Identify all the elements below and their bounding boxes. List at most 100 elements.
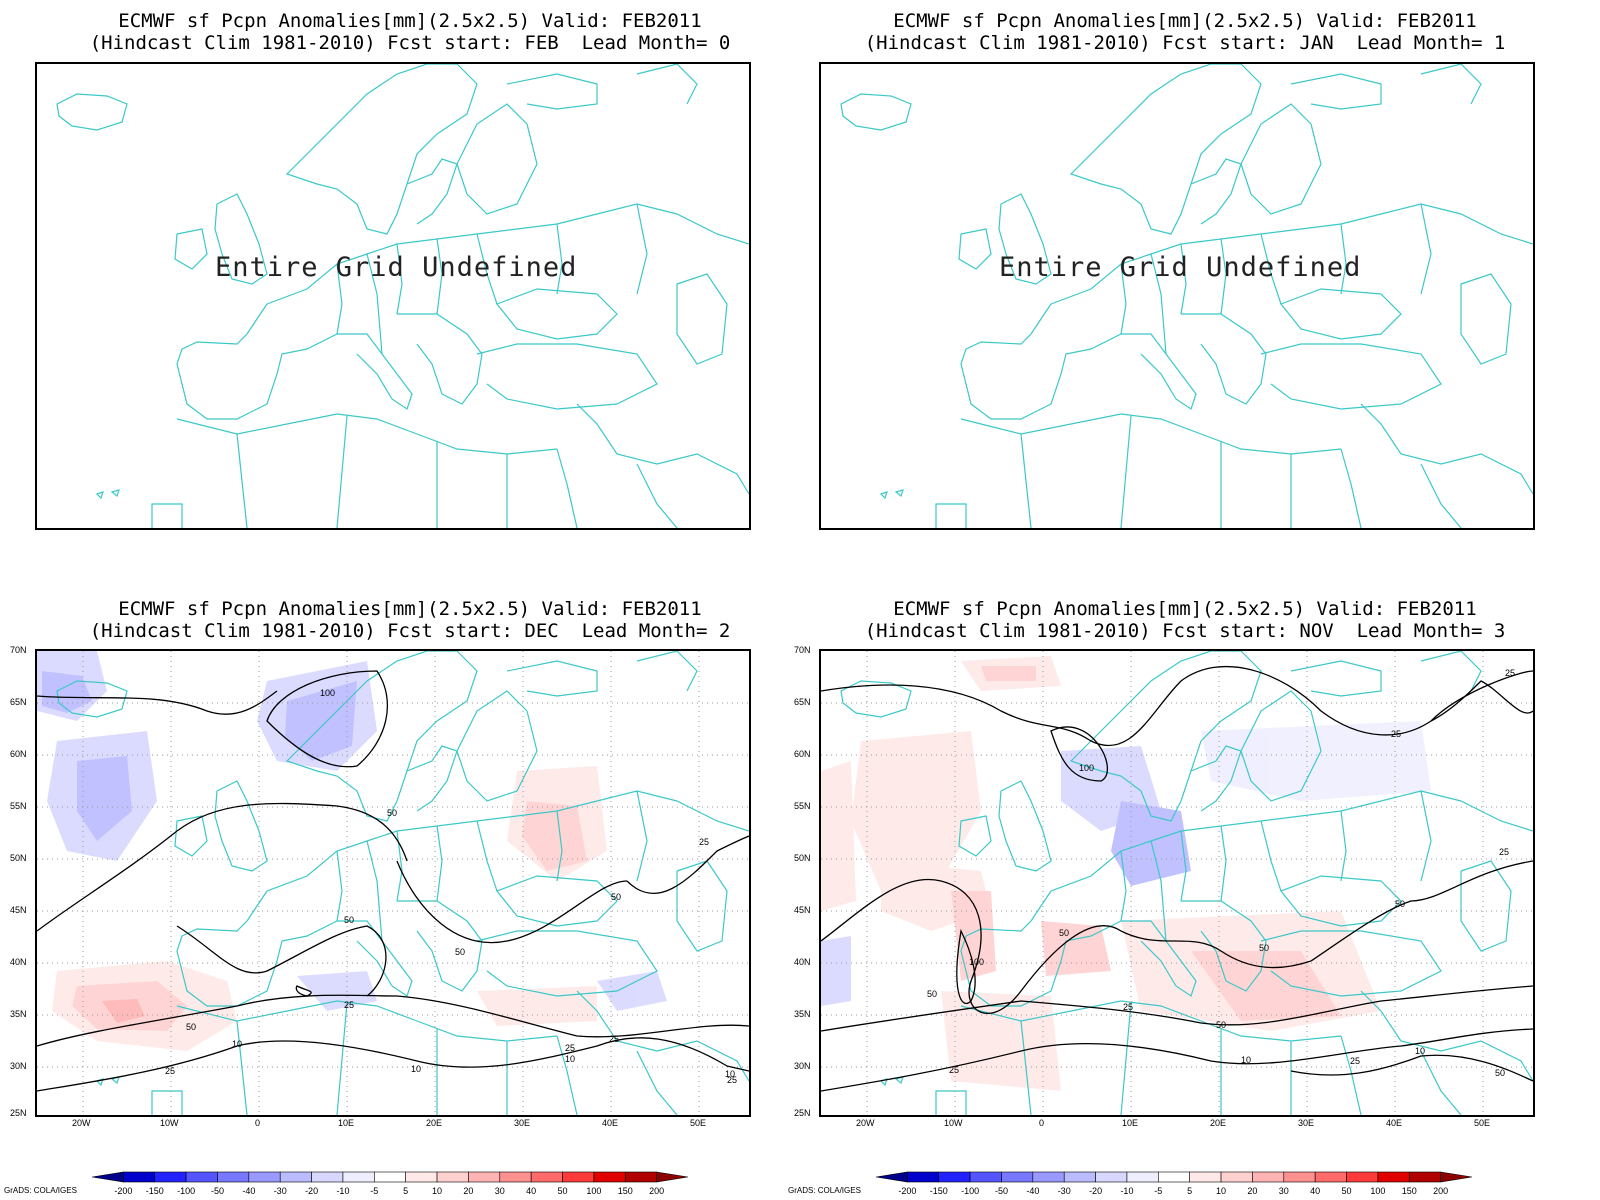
p4-lon-10w: 10W bbox=[944, 1118, 963, 1128]
colorbar-swatch bbox=[217, 1171, 250, 1183]
p4-lat-60n: 60N bbox=[794, 749, 811, 759]
colorbar-swatch bbox=[1252, 1171, 1285, 1183]
colorbar-swatch bbox=[248, 1171, 281, 1183]
colorbar-tick-label: 10 bbox=[1216, 1186, 1226, 1196]
colorbar-tick-label: 10 bbox=[432, 1186, 442, 1196]
p3-lon-50e: 50E bbox=[690, 1118, 707, 1128]
p4-lon-10e: 10E bbox=[1122, 1118, 1139, 1128]
colorbar-swatch bbox=[1346, 1171, 1379, 1183]
colorbar-swatch bbox=[907, 1171, 940, 1183]
colorbar-tick-label: -200 bbox=[898, 1186, 916, 1196]
svg-text:50: 50 bbox=[186, 1022, 196, 1032]
colorbar-tick-label: -40 bbox=[1026, 1186, 1039, 1196]
colorbar-tick-label: 100 bbox=[586, 1186, 601, 1196]
colorbar-tick-label: -50 bbox=[995, 1186, 1008, 1196]
colorbar-swatch bbox=[1283, 1171, 1316, 1183]
svg-text:25: 25 bbox=[1499, 847, 1509, 857]
panel-1-title-line2: (Hindcast Clim 1981-2010) Fcst start: FE… bbox=[89, 32, 731, 54]
colorbar-tick-label: -20 bbox=[1089, 1186, 1102, 1196]
colorbar-swatch bbox=[342, 1171, 375, 1183]
p4-lat-45n: 45N bbox=[794, 905, 811, 915]
svg-text:10: 10 bbox=[411, 1064, 421, 1074]
colorbar-tick-label: 150 bbox=[1402, 1186, 1417, 1196]
colorbar-tick-label: -100 bbox=[961, 1186, 979, 1196]
svg-text:25: 25 bbox=[165, 1066, 175, 1076]
colorbar-swatch bbox=[1126, 1171, 1159, 1183]
p4-lon-40e: 40E bbox=[1386, 1118, 1403, 1128]
panel-3-contours bbox=[37, 670, 749, 1092]
p3-lat-60n: 60N bbox=[10, 749, 27, 759]
panel-4-title-line1: ECMWF sf Pcpn Anomalies[mm](2.5x2.5) Val… bbox=[893, 598, 1477, 620]
colorbar-swatch bbox=[593, 1171, 626, 1183]
colorbar-swatch bbox=[875, 1171, 908, 1183]
p3-lat-45n: 45N bbox=[10, 905, 27, 915]
colorbar-swatch bbox=[530, 1171, 563, 1183]
svg-text:25: 25 bbox=[1123, 1002, 1133, 1012]
svg-text:100: 100 bbox=[320, 688, 335, 698]
colorbar-tick-label: -10 bbox=[336, 1186, 349, 1196]
svg-text:10: 10 bbox=[232, 1039, 242, 1049]
colorbar-tick-label: -150 bbox=[146, 1186, 164, 1196]
colorbar-tick-label: 200 bbox=[1433, 1186, 1448, 1196]
p4-lat-40n: 40N bbox=[794, 957, 811, 967]
colorbar-tick-label: -30 bbox=[1058, 1186, 1071, 1196]
panel-1-undefined-message: Entire Grid Undefined bbox=[215, 252, 578, 283]
svg-text:10: 10 bbox=[1241, 1055, 1251, 1065]
colorbar-swatch bbox=[405, 1171, 438, 1183]
panel-4-anomaly-field: 25 25 100 50 50 50 100 50 25 50 25 10 10… bbox=[821, 651, 1533, 1115]
colorbar-tick-label: -40 bbox=[242, 1186, 255, 1196]
colorbar-swatch bbox=[1158, 1171, 1190, 1183]
svg-text:25: 25 bbox=[344, 1000, 354, 1010]
svg-text:50: 50 bbox=[1216, 1020, 1226, 1030]
colorbar-right: -200 -150 -100 -50 -40 -30 -20 -10 -5 5 10 20 30 40 50… bbox=[875, 1171, 1473, 1196]
grads-credit-right: GrADS: COLA/IGES bbox=[788, 1186, 861, 1195]
svg-text:10: 10 bbox=[565, 1054, 575, 1064]
colorbar-swatch bbox=[938, 1171, 971, 1183]
colorbar-tick-label: -50 bbox=[211, 1186, 224, 1196]
panel-4-map: 25 25 100 50 50 50 100 50 25 50 25 10 10… bbox=[819, 649, 1535, 1117]
colorbar-swatch bbox=[969, 1171, 1002, 1183]
colorbar-swatch bbox=[436, 1171, 469, 1183]
svg-text:25: 25 bbox=[609, 1034, 619, 1044]
grads-credit-left: GrADS: COLA/IGES bbox=[4, 1186, 77, 1195]
p3-lat-70n: 70N bbox=[10, 645, 27, 655]
svg-text:50: 50 bbox=[455, 947, 465, 957]
panel-4-title-line2: (Hindcast Clim 1981-2010) Fcst start: NO… bbox=[864, 620, 1506, 642]
panel-1-title-line1: ECMWF sf Pcpn Anomalies[mm](2.5x2.5) Val… bbox=[118, 10, 702, 32]
colorbar-tick-label: 50 bbox=[558, 1186, 568, 1196]
p4-lon-20e: 20E bbox=[1210, 1118, 1227, 1128]
colorbar-swatch bbox=[624, 1171, 657, 1183]
colorbar-swatch bbox=[1440, 1171, 1473, 1183]
svg-text:50: 50 bbox=[1395, 899, 1405, 909]
colorbar-swatch bbox=[1377, 1171, 1410, 1183]
colorbar-swatch bbox=[154, 1171, 187, 1183]
colorbar-tick-label: -20 bbox=[305, 1186, 318, 1196]
panel-3-gridlines bbox=[37, 651, 749, 1115]
colorbar-tick-label: -5 bbox=[1154, 1186, 1162, 1196]
p4-lon-50e: 50E bbox=[1474, 1118, 1491, 1128]
svg-text:25: 25 bbox=[727, 1075, 737, 1085]
svg-text:50: 50 bbox=[387, 808, 397, 818]
colorbar-tick-label: -10 bbox=[1120, 1186, 1133, 1196]
colorbar-tick-label: 5 bbox=[1187, 1186, 1192, 1196]
colorbar-swatch bbox=[1189, 1171, 1222, 1183]
panel-3-title-line2: (Hindcast Clim 1981-2010) Fcst start: DE… bbox=[89, 620, 731, 642]
colorbar-swatch bbox=[123, 1171, 156, 1183]
svg-text:10: 10 bbox=[1415, 1046, 1425, 1056]
svg-text:25: 25 bbox=[565, 1043, 575, 1053]
colorbar-tick-label: -150 bbox=[930, 1186, 948, 1196]
svg-text:100: 100 bbox=[1079, 763, 1094, 773]
colorbar-swatch bbox=[279, 1171, 312, 1183]
colorbar-swatch bbox=[311, 1171, 344, 1183]
p4-lat-55n: 55N bbox=[794, 801, 811, 811]
colorbar-swatch bbox=[1063, 1171, 1096, 1183]
p3-lat-65n: 65N bbox=[10, 697, 27, 707]
colorbar-swatch bbox=[468, 1171, 501, 1183]
p3-lon-20e: 20E bbox=[426, 1118, 443, 1128]
colorbar-swatch bbox=[499, 1171, 532, 1183]
p4-lon-20w: 20W bbox=[856, 1118, 875, 1128]
colorbar-tick-label: -30 bbox=[274, 1186, 287, 1196]
colorbar-swatch bbox=[1220, 1171, 1253, 1183]
svg-text:10: 10 bbox=[725, 1069, 735, 1079]
svg-text:50: 50 bbox=[1259, 943, 1269, 953]
